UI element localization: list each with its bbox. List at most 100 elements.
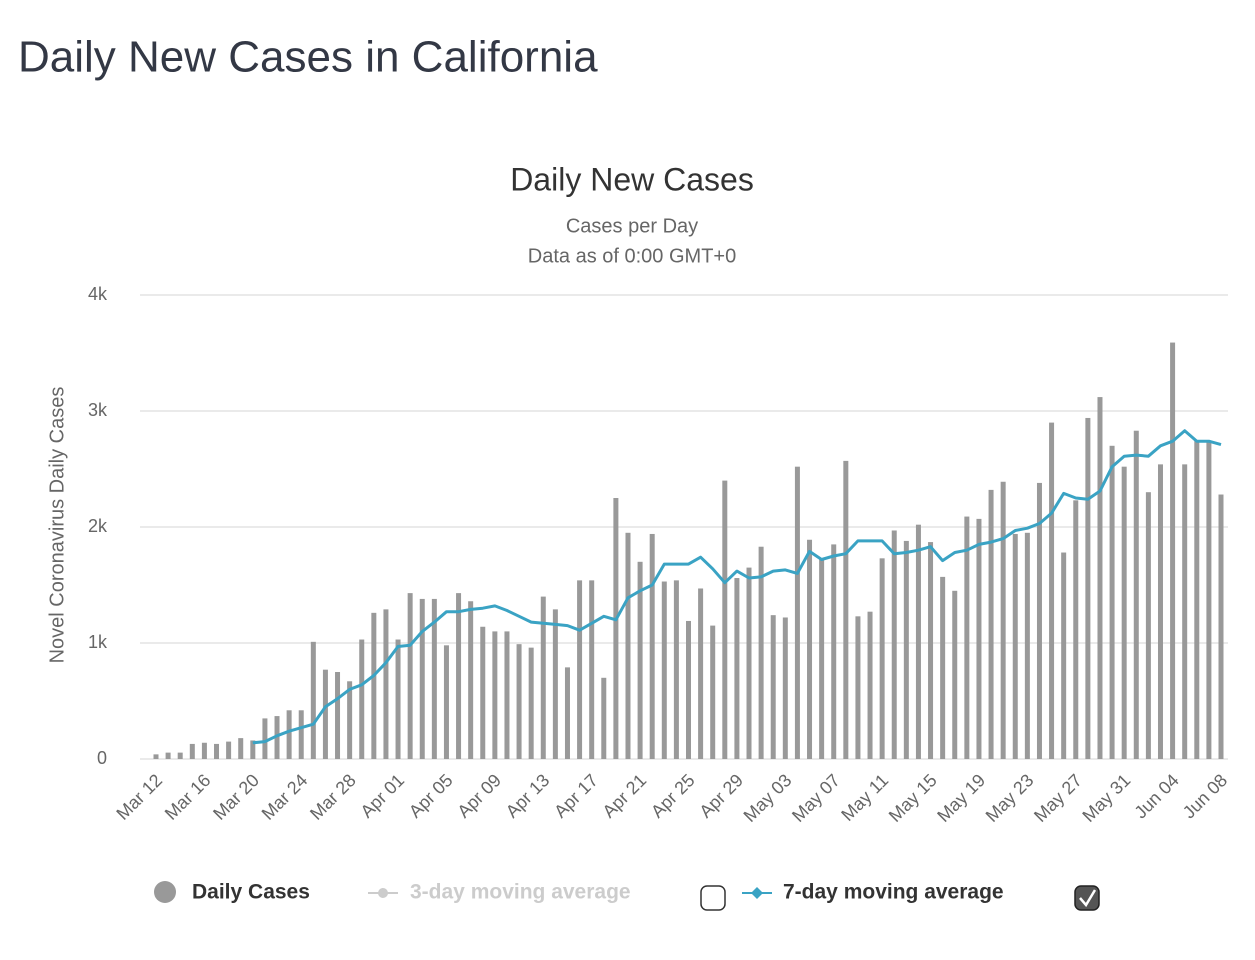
- bar: [734, 578, 740, 759]
- x-tick-label: Apr 21: [599, 770, 651, 822]
- bar: [1145, 492, 1151, 759]
- bar: [347, 681, 353, 759]
- bar: [746, 567, 752, 759]
- bar: [1073, 500, 1079, 759]
- y-tick-label: 3k: [88, 400, 108, 420]
- chart-subtitle: Data as of 0:00 GMT+0: [528, 245, 736, 267]
- chart-title: Daily New Cases: [510, 161, 754, 197]
- y-tick-label: 1k: [88, 632, 108, 652]
- x-tick-label: Apr 09: [453, 770, 505, 822]
- bar: [480, 626, 486, 759]
- bar: [443, 645, 449, 759]
- checkbox[interactable]: [1074, 885, 1100, 911]
- bar: [601, 677, 607, 759]
- checkbox[interactable]: [700, 885, 726, 911]
- bar: [625, 532, 631, 759]
- bar: [710, 625, 716, 759]
- x-tick-label: Apr 17: [550, 770, 602, 822]
- bar: [686, 620, 691, 759]
- bar: [371, 612, 377, 759]
- legend-label[interactable]: 7-day moving average: [783, 881, 1004, 904]
- legend-marker: [154, 881, 176, 903]
- x-tick-label: Apr 05: [405, 770, 457, 822]
- x-tick-label: May 03: [740, 770, 796, 826]
- bar: [165, 752, 171, 759]
- bar: [637, 561, 643, 759]
- bar: [298, 710, 304, 759]
- bar: [952, 590, 958, 759]
- checkmark: [1079, 889, 1097, 908]
- bar: [1000, 481, 1006, 759]
- x-tick-label: May 15: [885, 770, 941, 826]
- bar: [843, 460, 849, 759]
- bar: [201, 742, 207, 759]
- bar: [1182, 464, 1188, 759]
- bar: [407, 593, 413, 759]
- bar: [867, 611, 873, 759]
- bar: [879, 558, 885, 759]
- bar: [286, 710, 292, 759]
- bar: [964, 516, 970, 759]
- bar: [673, 580, 679, 759]
- bar: [891, 530, 897, 759]
- bar: [153, 754, 159, 759]
- bar: [1133, 430, 1139, 759]
- bar: [1109, 445, 1115, 759]
- bar: [1097, 397, 1103, 759]
- y-axis-label: Novel Coronavirus Daily Cases: [46, 387, 68, 664]
- bar: [1218, 494, 1224, 759]
- bar: [214, 743, 220, 759]
- bar: [322, 669, 328, 759]
- bar: [226, 741, 232, 759]
- bar: [1157, 464, 1163, 759]
- bar: [661, 581, 667, 759]
- legend-label[interactable]: 3-day moving average: [410, 881, 631, 904]
- legend-marker: [378, 888, 388, 898]
- bar: [1121, 466, 1127, 759]
- bar: [613, 498, 619, 759]
- y-tick-label: 2k: [88, 516, 108, 536]
- bar: [855, 616, 861, 759]
- bar: [383, 609, 389, 759]
- bar: [915, 524, 921, 759]
- bar: [1194, 440, 1200, 759]
- x-tick-label: Apr 13: [502, 770, 554, 822]
- bar: [310, 641, 316, 759]
- x-tick-label: Mar 16: [161, 770, 215, 824]
- x-tick-label: Jun 04: [1130, 770, 1182, 822]
- bar: [988, 489, 994, 759]
- bar: [492, 631, 498, 759]
- bar: [177, 752, 183, 759]
- bar: [395, 639, 401, 759]
- legend-label[interactable]: Daily Cases: [192, 881, 310, 904]
- bar: [468, 601, 474, 759]
- bar: [1085, 417, 1091, 759]
- x-tick-label: Mar 12: [112, 770, 166, 824]
- bar: [770, 615, 776, 759]
- page-title: Daily New Cases in California: [18, 33, 598, 82]
- y-tick-label: 4k: [88, 284, 108, 304]
- bar: [794, 466, 800, 759]
- x-tick-label: May 31: [1078, 770, 1134, 826]
- bar: [698, 588, 704, 759]
- legend-marker: [751, 887, 763, 899]
- x-tick-label: May 07: [788, 770, 844, 826]
- bar: [589, 580, 595, 759]
- bar: [540, 596, 546, 759]
- bar: [564, 667, 570, 759]
- x-tick-label: Apr 01: [357, 770, 409, 822]
- bar: [1036, 482, 1042, 759]
- moving-average-line: [252, 429, 1222, 745]
- x-tick-label: Apr 29: [695, 770, 747, 822]
- x-tick-label: May 19: [933, 770, 989, 826]
- x-tick-label: May 27: [1030, 770, 1086, 826]
- bar: [831, 544, 837, 759]
- bar: [577, 580, 583, 759]
- y-tick-label: 0: [97, 748, 107, 768]
- bar: [940, 576, 946, 759]
- bar: [335, 672, 341, 759]
- bar: [516, 644, 522, 759]
- bar: [819, 558, 825, 759]
- bar: [903, 540, 909, 759]
